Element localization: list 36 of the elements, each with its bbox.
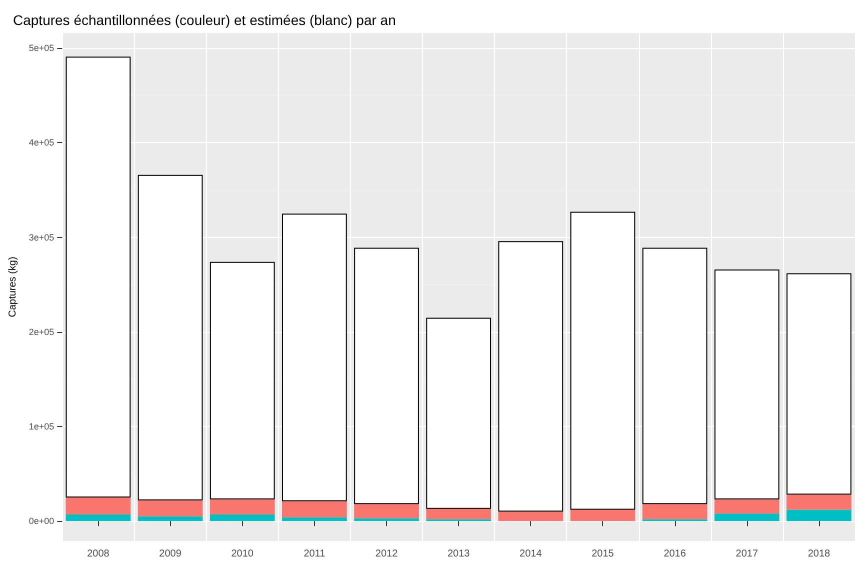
bar bbox=[354, 504, 419, 518]
bar bbox=[786, 510, 852, 522]
bar bbox=[714, 499, 780, 514]
bar bbox=[66, 514, 131, 522]
bar bbox=[210, 499, 275, 515]
x-tick-label: 2017 bbox=[736, 548, 758, 560]
y-tick-label: 3e+05 bbox=[28, 232, 54, 242]
x-tick-label: 2012 bbox=[375, 548, 398, 560]
bar bbox=[426, 508, 492, 520]
x-tick-label: 2016 bbox=[664, 548, 686, 560]
bar bbox=[282, 517, 347, 522]
bar bbox=[642, 504, 708, 520]
y-tick-label: 1e+05 bbox=[28, 422, 54, 432]
y-tick-label: 2e+05 bbox=[28, 326, 54, 337]
x-tick-label: 2010 bbox=[231, 548, 254, 560]
bar bbox=[498, 512, 564, 522]
y-tick-label: 5e+05 bbox=[28, 43, 54, 54]
bar bbox=[138, 500, 203, 516]
bar bbox=[786, 494, 852, 510]
bar bbox=[210, 514, 275, 522]
bar bbox=[570, 510, 636, 522]
x-tick-label: 2018 bbox=[808, 548, 831, 560]
bar bbox=[282, 501, 347, 518]
x-tick-label: 2011 bbox=[304, 548, 326, 560]
y-tick-label: 0e+00 bbox=[28, 516, 54, 526]
x-tick-label: 2015 bbox=[592, 548, 614, 560]
y-axis-title: Captures (kg) bbox=[8, 256, 18, 318]
y-tick-label: 4e+05 bbox=[28, 138, 54, 148]
x-tick-label: 2009 bbox=[159, 548, 182, 560]
x-tick-label: 2008 bbox=[87, 548, 110, 560]
bar bbox=[138, 516, 203, 522]
bar bbox=[66, 497, 131, 515]
chart-title: Captures échantillonnées (couleur) et estimées (blanc) par an bbox=[13, 12, 396, 28]
x-tick-label: 2013 bbox=[447, 548, 470, 560]
bar bbox=[714, 514, 780, 522]
x-tick-label: 2014 bbox=[520, 548, 542, 560]
